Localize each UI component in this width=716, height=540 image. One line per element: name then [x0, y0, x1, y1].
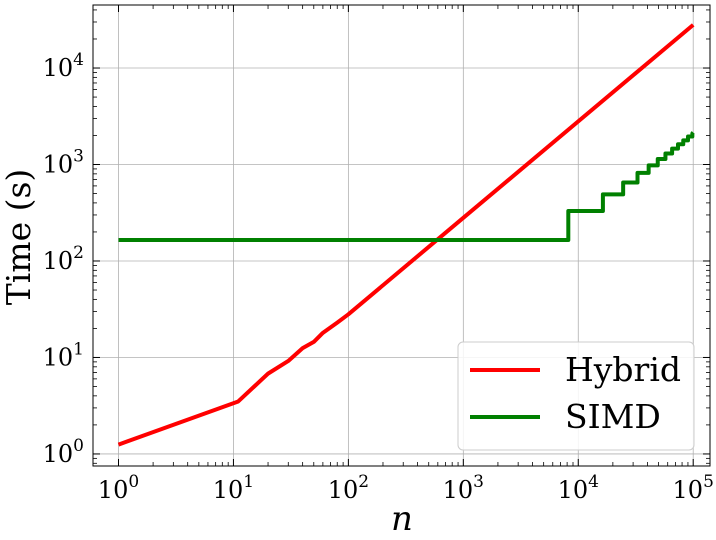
y-tick-label: 101 — [43, 339, 84, 371]
x-tick-exponent: 0 — [128, 472, 139, 492]
y-tick-base: 10 — [43, 440, 74, 468]
y-tick-label: 100 — [43, 436, 84, 468]
x-tick-exponent: 5 — [703, 472, 714, 492]
tick-marks — [93, 5, 710, 466]
legend-label-simd: SIMD — [565, 397, 661, 436]
y-tick-base: 10 — [43, 343, 74, 371]
y-tick-exponent: 2 — [73, 243, 84, 263]
series-lines — [117, 23, 695, 447]
y-tick-label: 103 — [43, 147, 84, 179]
x-tick-label: 103 — [443, 472, 484, 504]
x-axis-label: n — [391, 499, 413, 539]
y-tick-exponent: 1 — [73, 339, 84, 359]
x-tick-label: 100 — [98, 472, 139, 504]
y-tick-base: 10 — [43, 54, 74, 82]
y-tick-base: 10 — [43, 151, 74, 179]
x-tick-label: 104 — [558, 472, 599, 504]
x-tick-exponent: 4 — [588, 472, 599, 492]
series-line-hybrid — [117, 23, 695, 447]
x-tick-base: 10 — [673, 476, 704, 504]
x-tick-base: 10 — [98, 476, 129, 504]
series-line-simd — [118, 131, 695, 242]
x-tick-base: 10 — [443, 476, 474, 504]
y-tick-exponent: 0 — [73, 436, 84, 456]
x-tick-label: 101 — [213, 472, 254, 504]
grid-lines — [93, 5, 710, 466]
legend-label-hybrid: Hybrid — [565, 350, 681, 389]
y-tick-exponent: 4 — [73, 50, 84, 70]
x-tick-base: 10 — [558, 476, 589, 504]
x-tick-exponent: 2 — [358, 472, 369, 492]
legend: Hybrid SIMD — [457, 341, 695, 451]
y-tick-exponent: 3 — [73, 147, 84, 167]
y-tick-label: 104 — [43, 50, 84, 82]
y-tick-base: 10 — [43, 247, 74, 275]
x-tick-exponent: 3 — [473, 472, 484, 492]
plot-frame — [92, 4, 711, 467]
x-tick-exponent: 1 — [243, 472, 254, 492]
y-tick-label: 102 — [43, 243, 84, 275]
y-axis-label: Time (s) — [0, 169, 38, 306]
x-tick-label: 105 — [673, 472, 714, 504]
x-tick-base: 10 — [328, 476, 359, 504]
x-tick-labels: 100 101 102 103 104 105 — [98, 472, 714, 504]
x-tick-base: 10 — [213, 476, 244, 504]
x-tick-label: 102 — [328, 472, 369, 504]
